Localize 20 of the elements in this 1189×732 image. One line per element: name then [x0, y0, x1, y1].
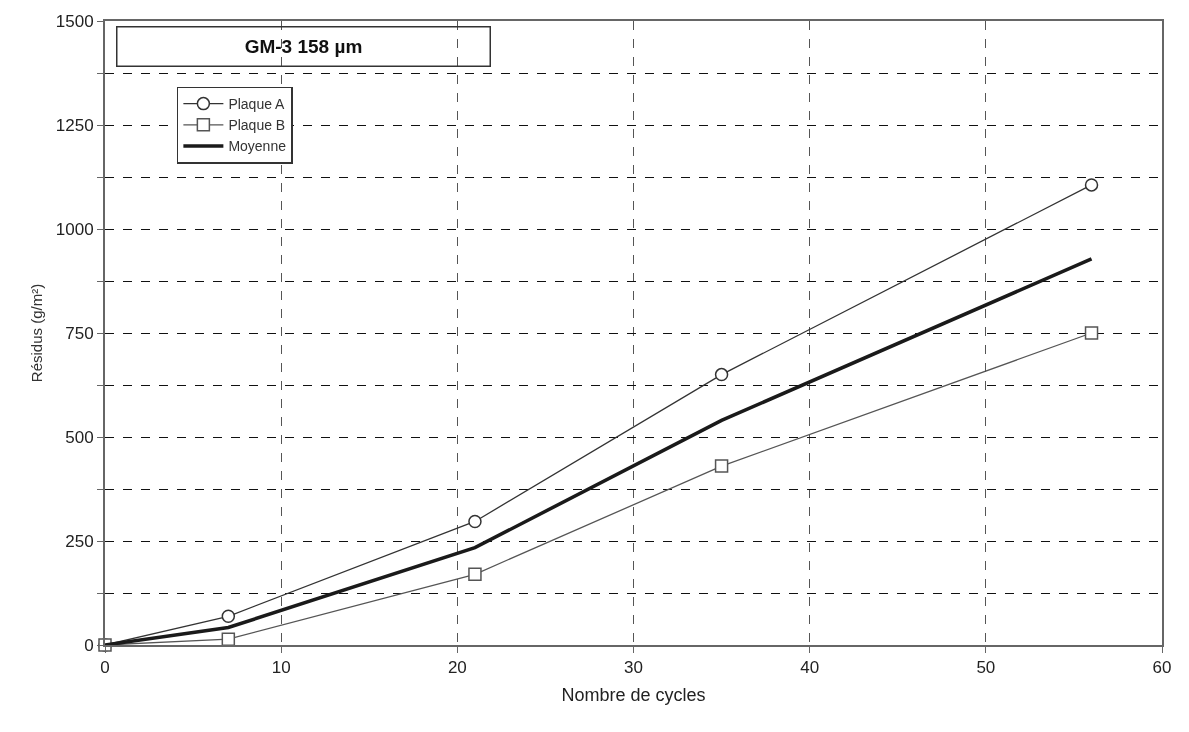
y-tick-label: 1250 [55, 115, 94, 135]
legend-label: Plaque B [228, 117, 286, 134]
x-tick-label: 0 [100, 658, 110, 678]
x-axis-title: Nombre de cycles [561, 685, 706, 705]
y-tick-label: 1500 [55, 11, 94, 31]
text: GM-3 158 µm [244, 36, 363, 57]
y-tick-label: 1000 [55, 219, 94, 239]
x-tick-label: 30 [624, 658, 643, 678]
y-tick-label: 500 [65, 427, 94, 447]
x-tick-label: 20 [447, 658, 467, 678]
y-tick-label: 750 [65, 323, 94, 343]
x-tick-label: 60 [1152, 658, 1172, 678]
y-tick-label: 250 [65, 531, 94, 551]
x-tick-label: 40 [800, 658, 820, 678]
y-axis-title: Résidus (g/m²) [27, 283, 45, 383]
x-tick-label: 50 [976, 658, 996, 678]
y-tick-label: 0 [84, 635, 94, 655]
x-tick-label: 10 [271, 658, 291, 678]
legend-label: Plaque A [228, 96, 286, 113]
legend-label: Moyenne [228, 138, 287, 155]
